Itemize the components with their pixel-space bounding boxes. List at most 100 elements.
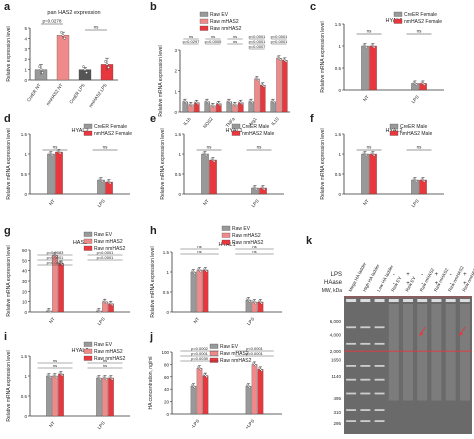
- x-tick-label: NT: [48, 316, 56, 324]
- ladder-band: [346, 365, 357, 367]
- x-tick-label: LPS: [96, 198, 105, 208]
- legend-swatch: [221, 239, 231, 245]
- legend-swatch: [199, 25, 209, 31]
- data-point: [423, 180, 426, 183]
- y-tick-label: 0: [338, 192, 341, 197]
- data-point: [362, 43, 365, 46]
- data-point: [210, 157, 213, 160]
- data-point: [192, 270, 195, 274]
- sig-label: ns: [233, 34, 237, 39]
- data-point: [371, 44, 375, 48]
- data-point: [184, 100, 187, 103]
- legend-label: Raw EV: [210, 12, 229, 18]
- legend-label: Raw mHAS2: [220, 351, 249, 357]
- data-point: [370, 151, 373, 154]
- sig-label: ns: [103, 363, 107, 368]
- legend-swatch: [199, 11, 209, 17]
- bar: [102, 377, 108, 417]
- mw-label: 2,000: [330, 349, 342, 354]
- data-point: [258, 299, 261, 302]
- data-point: [57, 150, 61, 154]
- data-point: [421, 82, 425, 85]
- data-point: [373, 154, 376, 157]
- y-tick-label: 5: [24, 26, 27, 31]
- panel-g: 0 10 20 30 40 50 60 Relative mRNA expression le…: [6, 231, 130, 326]
- data-point: [191, 104, 194, 108]
- bar: [47, 153, 55, 195]
- data-point: [211, 158, 215, 162]
- legend-swatch: [389, 123, 399, 129]
- bar: [46, 375, 52, 417]
- gel-well: [459, 299, 470, 302]
- legend-label: Raw mHAS2: [94, 239, 123, 245]
- bar: [257, 369, 264, 415]
- legend-label: Raw nmHAS2: [94, 246, 126, 252]
- panel-letter-h: h: [150, 225, 157, 237]
- data-point: [247, 385, 250, 388]
- data-point: [373, 46, 376, 49]
- panel-h: 0 0.5 1 1.5 Relative mRNA expression level HY…: [150, 225, 282, 326]
- legend-swatch: [209, 343, 219, 349]
- data-point: [253, 300, 256, 304]
- data-point: [365, 46, 368, 49]
- data-point: [210, 103, 213, 106]
- data-point: [248, 386, 251, 389]
- y-tick-label: 3: [24, 47, 27, 52]
- legend-label: Raw nmHAS2: [94, 356, 126, 362]
- data-point: [103, 300, 107, 303]
- legend-swatch: [83, 123, 93, 129]
- legend-swatch: [83, 231, 93, 237]
- data-point: [371, 152, 375, 156]
- chart-title: pan HAS2 expression: [47, 10, 100, 16]
- chart-title: HAS2: [73, 240, 87, 246]
- data-point: [213, 105, 216, 109]
- data-point: [246, 297, 249, 300]
- data-point: [191, 383, 194, 386]
- bar: [254, 78, 260, 113]
- data-point: [423, 83, 426, 86]
- bar: [196, 269, 203, 313]
- data-point: [60, 30, 63, 34]
- sig-label: ns: [417, 145, 423, 150]
- data-point: [216, 101, 219, 104]
- data-point: [253, 363, 256, 366]
- y-tick-label: 1: [338, 44, 341, 49]
- sig-label: p<0.0001: [249, 34, 267, 39]
- mw-label: 1140: [331, 374, 341, 379]
- x-tick-label: Arg1: [248, 116, 258, 127]
- panel-i: 0 0.5 1 1.5 Relative mRNA expression level HY…: [6, 341, 130, 430]
- ladder-band: [360, 326, 371, 329]
- data-point: [226, 99, 229, 102]
- data-point: [58, 261, 61, 264]
- data-point: [261, 186, 265, 190]
- y-tick-label: 0: [166, 310, 169, 315]
- mw-label: 310: [333, 410, 341, 415]
- data-point: [195, 101, 198, 104]
- data-point: [199, 270, 202, 273]
- ladder-band: [374, 342, 385, 345]
- x-tick-label: TNFa: [225, 116, 236, 128]
- lane-smear: [445, 304, 456, 401]
- bar: [190, 271, 197, 313]
- legend-swatch: [231, 123, 241, 129]
- data-point: [101, 180, 104, 183]
- data-point: [51, 154, 54, 157]
- bar: [108, 377, 114, 417]
- y-tick-label: 1: [338, 152, 341, 157]
- x-tick-label: NOS2: [202, 116, 214, 129]
- data-point: [261, 84, 264, 87]
- data-point: [197, 365, 200, 368]
- sig-label: p=0.0083: [47, 250, 65, 255]
- data-point: [247, 298, 250, 302]
- data-point: [263, 188, 266, 191]
- data-point: [103, 376, 107, 380]
- data-point: [282, 58, 285, 61]
- legend-swatch: [209, 357, 219, 363]
- x-tick-label: LPS: [410, 198, 419, 208]
- bar: [97, 179, 105, 195]
- data-point: [205, 154, 208, 157]
- data-point: [203, 373, 206, 376]
- data-point: [58, 371, 61, 374]
